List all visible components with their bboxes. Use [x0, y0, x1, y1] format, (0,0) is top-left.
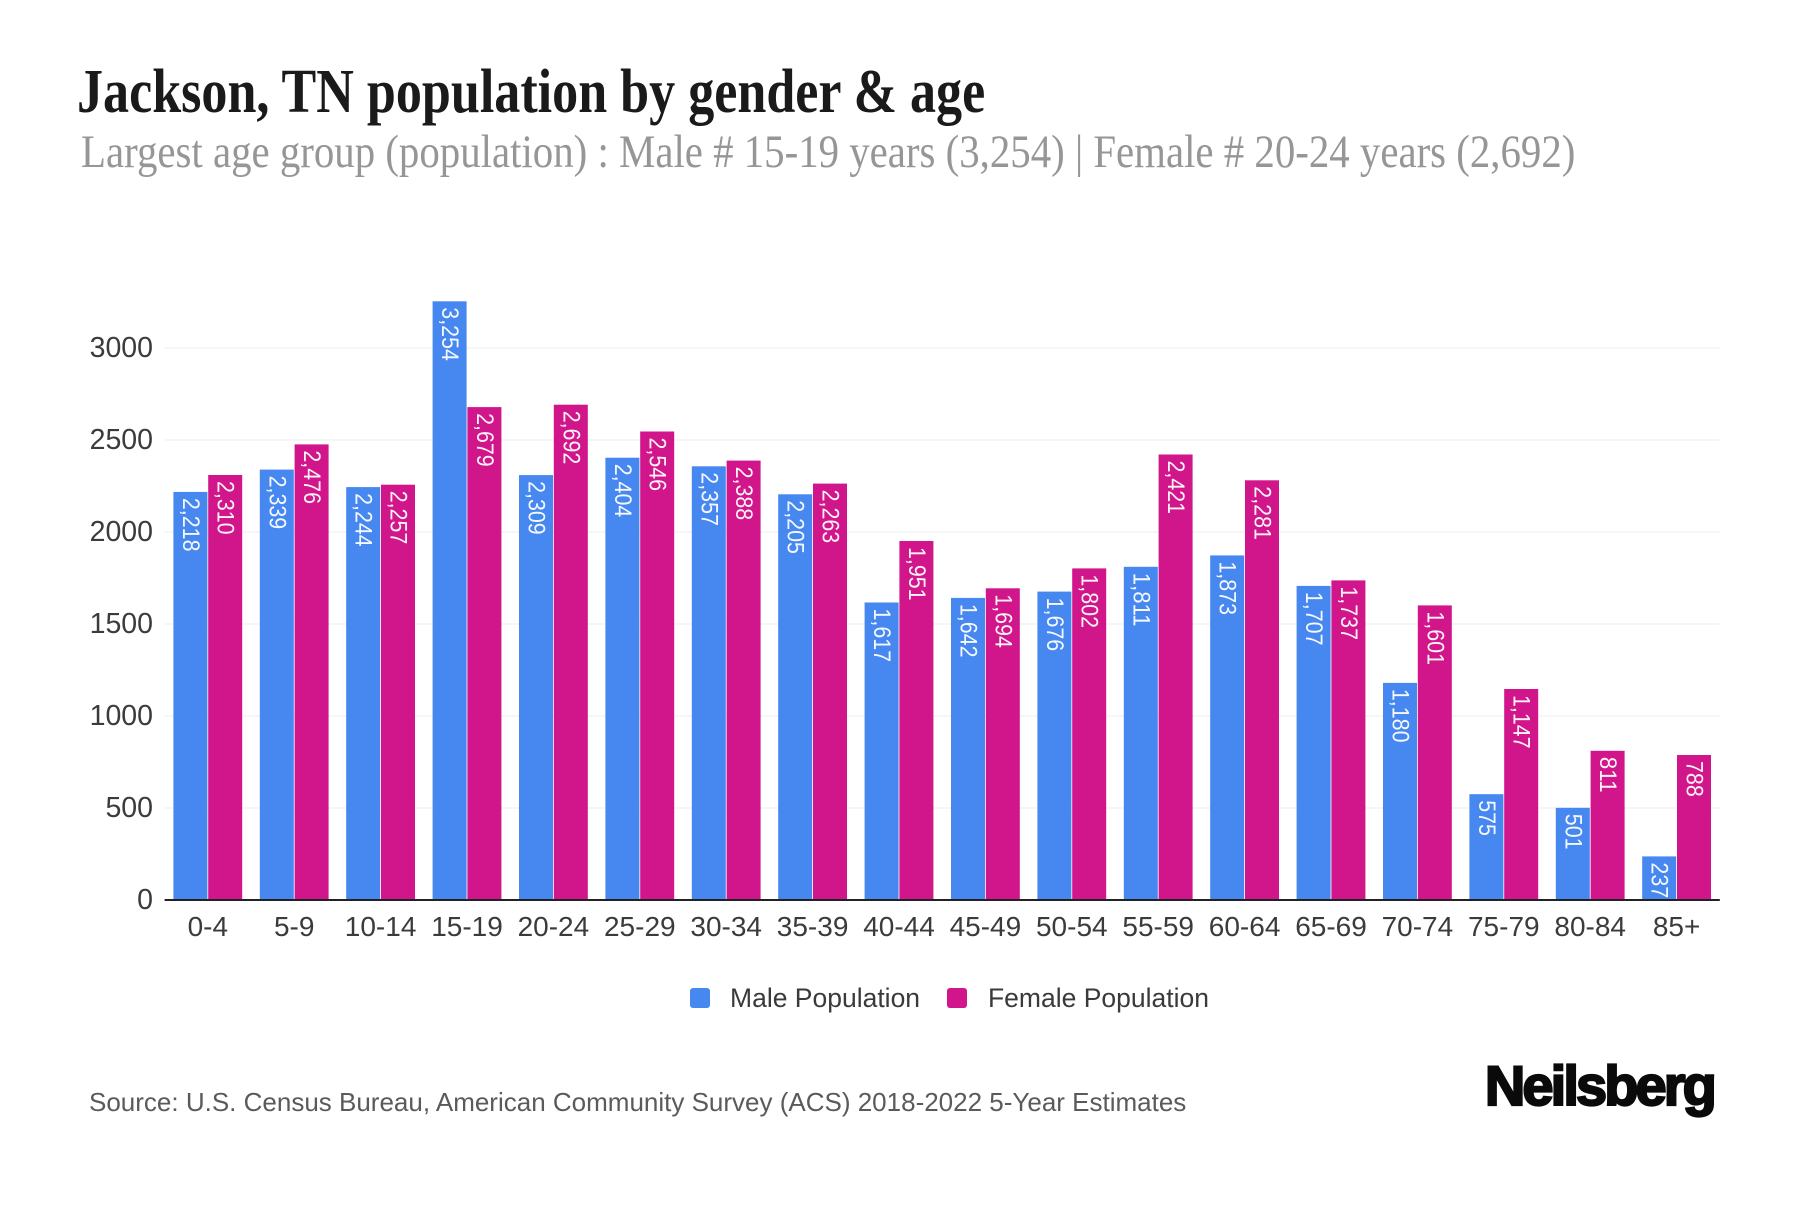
svg-text:5-9: 5-9: [274, 911, 314, 942]
svg-text:10-14: 10-14: [345, 911, 417, 942]
svg-text:2,205: 2,205: [782, 500, 809, 554]
svg-text:1,811: 1,811: [1127, 573, 1154, 627]
svg-text:60-64: 60-64: [1209, 911, 1281, 942]
svg-text:1,873: 1,873: [1214, 561, 1241, 615]
svg-text:1000: 1000: [90, 700, 153, 732]
svg-text:75-79: 75-79: [1468, 911, 1540, 942]
svg-text:55-59: 55-59: [1122, 911, 1194, 942]
svg-text:3000: 3000: [90, 332, 153, 364]
svg-text:20-24: 20-24: [518, 911, 590, 942]
svg-text:50-54: 50-54: [1036, 911, 1108, 942]
svg-text:40-44: 40-44: [863, 911, 935, 942]
svg-text:45-49: 45-49: [950, 911, 1022, 942]
svg-text:80-84: 80-84: [1554, 911, 1626, 942]
svg-text:2,263: 2,263: [817, 490, 844, 544]
svg-text:2,357: 2,357: [695, 472, 722, 526]
svg-text:2,244: 2,244: [350, 493, 377, 547]
svg-text:2,281: 2,281: [1249, 486, 1276, 540]
svg-text:2,546: 2,546: [644, 438, 671, 492]
svg-text:2,310: 2,310: [212, 481, 239, 535]
svg-text:1,802: 1,802: [1076, 574, 1103, 628]
svg-text:Male Population: Male Population: [730, 983, 920, 1013]
svg-text:2,257: 2,257: [385, 491, 412, 545]
svg-text:30-34: 30-34: [690, 911, 762, 942]
svg-text:500: 500: [105, 792, 153, 824]
svg-text:1,601: 1,601: [1421, 611, 1448, 665]
svg-text:237: 237: [1646, 862, 1673, 898]
svg-text:811: 811: [1594, 757, 1621, 793]
svg-text:1,707: 1,707: [1300, 592, 1327, 646]
svg-text:15-19: 15-19: [431, 911, 503, 942]
svg-text:1,147: 1,147: [1508, 695, 1535, 749]
svg-text:575: 575: [1473, 800, 1500, 836]
svg-text:0: 0: [137, 884, 153, 916]
svg-text:2,309: 2,309: [523, 481, 550, 535]
svg-text:1,617: 1,617: [868, 609, 895, 663]
svg-text:Female Population: Female Population: [988, 983, 1209, 1013]
svg-text:2,218: 2,218: [177, 498, 204, 552]
svg-text:1,676: 1,676: [1041, 598, 1068, 652]
svg-text:788: 788: [1681, 761, 1708, 797]
svg-text:65-69: 65-69: [1295, 911, 1367, 942]
svg-text:1,694: 1,694: [989, 594, 1016, 648]
svg-text:2,679: 2,679: [471, 413, 498, 467]
svg-text:70-74: 70-74: [1382, 911, 1454, 942]
svg-text:2,476: 2,476: [298, 450, 325, 504]
svg-text:0-4: 0-4: [188, 911, 228, 942]
svg-text:2,692: 2,692: [557, 411, 584, 465]
svg-text:2,388: 2,388: [730, 467, 757, 521]
svg-text:25-29: 25-29: [604, 911, 676, 942]
svg-text:35-39: 35-39: [777, 911, 849, 942]
svg-text:1,180: 1,180: [1387, 689, 1414, 743]
svg-text:85+: 85+: [1653, 911, 1701, 942]
svg-text:501: 501: [1559, 814, 1586, 850]
svg-text:2000: 2000: [90, 516, 153, 548]
svg-text:2500: 2500: [90, 424, 153, 456]
svg-text:3,254: 3,254: [436, 307, 463, 361]
svg-text:2,421: 2,421: [1162, 461, 1189, 515]
svg-text:1,951: 1,951: [903, 547, 930, 601]
svg-text:1,737: 1,737: [1335, 586, 1362, 640]
svg-text:1500: 1500: [90, 608, 153, 640]
svg-text:1,642: 1,642: [955, 604, 982, 658]
svg-text:2,404: 2,404: [609, 464, 636, 518]
svg-text:2,339: 2,339: [263, 476, 290, 530]
